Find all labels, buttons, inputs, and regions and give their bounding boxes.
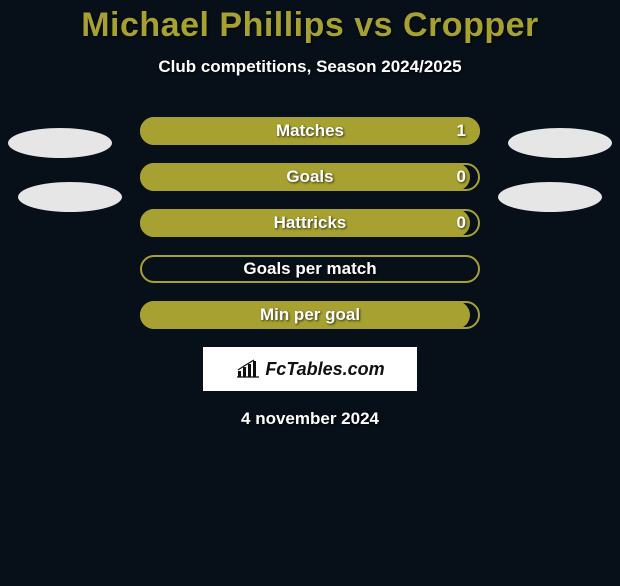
- bar-label: Min per goal: [140, 301, 480, 329]
- ellipse-decoration: [8, 128, 112, 158]
- subtitle: Club competitions, Season 2024/2025: [0, 57, 620, 77]
- ellipse-decoration: [498, 182, 602, 212]
- bar-label: Goals per match: [140, 255, 480, 283]
- bar-label: Matches: [140, 117, 480, 145]
- stat-bar: Goals per match: [140, 255, 480, 283]
- stat-bar: Matches 1: [140, 117, 480, 145]
- bar-value: 0: [457, 163, 466, 191]
- ellipse-decoration: [508, 128, 612, 158]
- page-title: Michael Phillips vs Cropper: [0, 6, 620, 45]
- stat-bar: Goals 0: [140, 163, 480, 191]
- bar-value: 1: [457, 117, 466, 145]
- bar-label: Hattricks: [140, 209, 480, 237]
- date-text: 4 november 2024: [0, 409, 620, 429]
- logo-text: FcTables.com: [265, 359, 384, 380]
- bars-icon: [235, 359, 261, 379]
- logo-box: FcTables.com: [203, 347, 417, 391]
- ellipse-decoration: [18, 182, 122, 212]
- stat-bar: Hattricks 0: [140, 209, 480, 237]
- stat-bar: Min per goal: [140, 301, 480, 329]
- bar-value: 0: [457, 209, 466, 237]
- stats-bars: Matches 1 Goals 0 Hattricks 0 Goals per …: [140, 117, 480, 329]
- bar-label: Goals: [140, 163, 480, 191]
